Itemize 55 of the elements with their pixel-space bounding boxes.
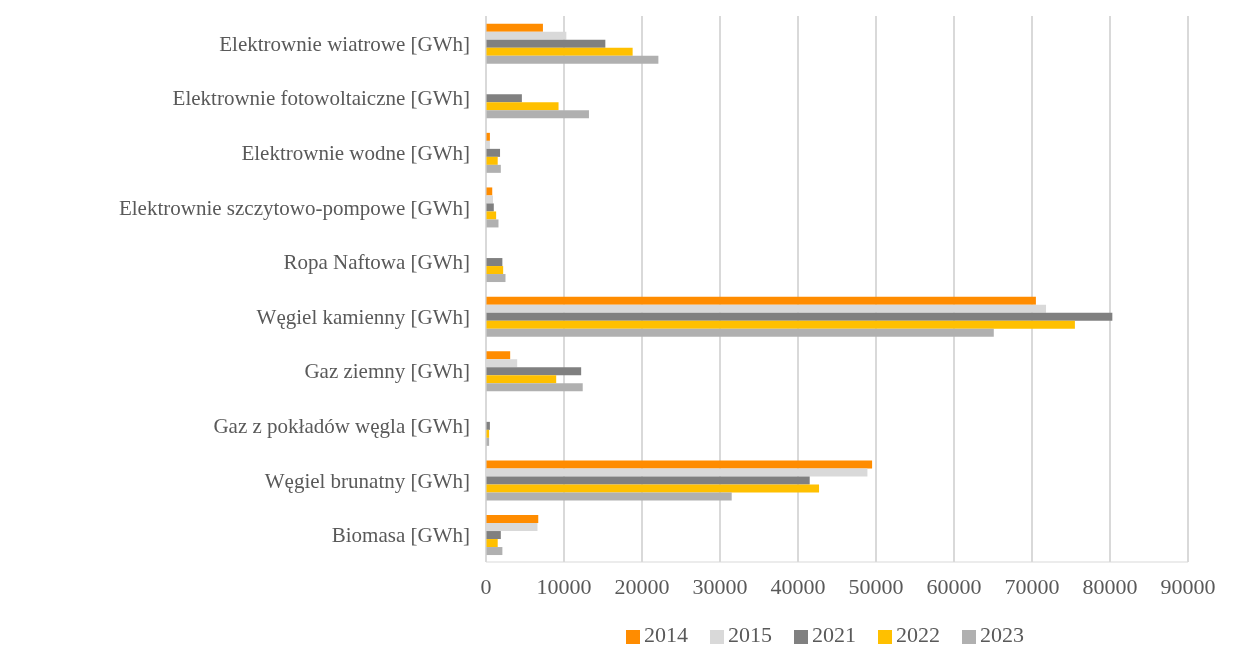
y-tick-label: Węgiel brunatny [GWh] [264, 468, 470, 493]
bar [486, 156, 498, 165]
y-tick-label: Ropa Naftowa [GWh] [283, 250, 470, 275]
x-tick-label: 50000 [848, 573, 904, 599]
bar [486, 266, 504, 275]
bar [486, 547, 503, 556]
x-tick-label: 70000 [1004, 573, 1060, 599]
legend-label: 2014 [644, 622, 688, 647]
legend-label: 2021 [812, 622, 856, 647]
bar [486, 476, 810, 485]
bar [486, 460, 873, 469]
y-tick-label: Elektrownie fotowoltaiczne [GWh] [172, 86, 470, 111]
bar [486, 47, 633, 56]
bar [486, 23, 543, 32]
bar [486, 375, 557, 384]
bar [486, 383, 583, 392]
y-tick-label: Gaz z pokładów węgla [GWh] [213, 413, 470, 438]
bar [486, 164, 501, 173]
y-tick-label: Elektrownie wiatrowe [GWh] [219, 31, 470, 56]
y-tick-label: Biomasa [GWh] [331, 523, 470, 548]
x-tick-label: 80000 [1082, 573, 1138, 599]
bar [486, 312, 1113, 321]
y-tick-label: Gaz ziemny [GWh] [304, 359, 470, 384]
y-tick-label: Węgiel kamienny [GWh] [256, 304, 470, 329]
x-tick-label: 20000 [614, 573, 670, 599]
bar [486, 351, 511, 360]
bar [486, 367, 582, 376]
legend-label: 2023 [980, 622, 1024, 647]
legend-label: 2015 [728, 622, 772, 647]
bar [486, 148, 501, 157]
bar [486, 110, 589, 119]
bar [486, 531, 501, 540]
bar [486, 484, 820, 493]
x-tick-label: 60000 [926, 573, 982, 599]
bar [486, 274, 506, 283]
bar [486, 492, 732, 501]
x-tick-label: 90000 [1160, 573, 1216, 599]
bar [486, 539, 498, 548]
legend-label: 2022 [896, 622, 940, 647]
bar [486, 203, 494, 212]
bar [486, 320, 1075, 329]
x-tick-label: 40000 [770, 573, 826, 599]
bar [486, 328, 994, 337]
y-tick-label: Elektrownie wodne [GWh] [241, 140, 470, 165]
bar [486, 39, 606, 48]
y-tick-label: Elektrownie szczytowo-pompowe [GWh] [118, 195, 470, 220]
x-tick-label: 30000 [692, 573, 748, 599]
bar [486, 258, 503, 267]
x-tick-label: 0 [480, 573, 492, 599]
bar [486, 94, 522, 103]
bar [486, 55, 659, 64]
bar [486, 515, 539, 524]
bar [486, 102, 559, 111]
bar [486, 296, 1036, 305]
x-tick-label: 10000 [536, 573, 592, 599]
